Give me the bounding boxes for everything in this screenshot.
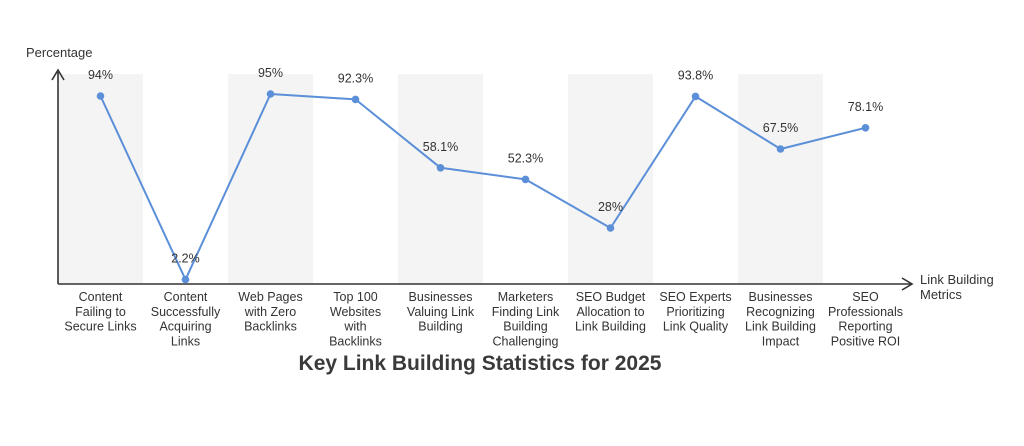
data-point bbox=[266, 90, 275, 98]
data-point bbox=[436, 164, 445, 172]
category-label: Top 100 Websites with Backlinks bbox=[329, 290, 382, 348]
category-label: Content Successfully Acquiring Links bbox=[151, 290, 221, 348]
category-label: Marketers Finding Link Building Challenging bbox=[492, 290, 560, 348]
series-line bbox=[99, 93, 866, 281]
data-label: 78.1% bbox=[848, 100, 883, 114]
data-point bbox=[96, 92, 105, 100]
y-axis-arrow-icon bbox=[51, 68, 65, 81]
category-label: Content Failing to Secure Links bbox=[64, 290, 136, 334]
data-point bbox=[691, 92, 700, 101]
data-point bbox=[521, 175, 530, 184]
x-axis-arrow-icon bbox=[901, 277, 914, 291]
category-bands bbox=[58, 74, 823, 284]
category-label: Businesses Recognizing Link Building Impact bbox=[745, 290, 816, 348]
category-band bbox=[58, 74, 143, 284]
category-label: SEO Experts Prioritizing Link Quality bbox=[659, 290, 731, 334]
x-axis-title: Link Building Metrics bbox=[920, 272, 994, 302]
category-band bbox=[398, 74, 483, 284]
data-label: 93.8% bbox=[678, 68, 713, 82]
category-label: SEO Budget Allocation to Link Building bbox=[575, 290, 646, 334]
category-band bbox=[568, 74, 653, 284]
data-point bbox=[181, 275, 190, 284]
data-label: 95% bbox=[258, 66, 283, 80]
data-label: 52.3% bbox=[508, 151, 543, 165]
data-point bbox=[776, 145, 785, 153]
data-label: 94% bbox=[88, 68, 113, 82]
y-axis-title: Percentage bbox=[26, 45, 93, 60]
data-label: 67.5% bbox=[763, 121, 798, 135]
series-line-group: 94% 2.2% 95% 92.3% 58.1% 52.3% 28% 93.8% 67.5% 78… bbox=[88, 66, 883, 284]
category-label: Businesses Valuing Link Building bbox=[407, 290, 475, 334]
data-label: 2.2% bbox=[171, 252, 200, 266]
category-band bbox=[738, 74, 823, 284]
data-label: 28% bbox=[598, 200, 623, 214]
category-label: SEO Professionals Reporting Positive ROI bbox=[828, 290, 903, 348]
category-label: Web Pages with Zero Backlinks bbox=[238, 290, 302, 334]
axes bbox=[51, 68, 914, 291]
data-point bbox=[351, 95, 360, 104]
chart-title: Key Link Building Statistics for 2025 bbox=[298, 352, 662, 375]
data-label: 58.1% bbox=[423, 140, 458, 154]
data-point bbox=[861, 124, 870, 132]
category-labels: Content Failing to Secure Links Content Succ… bbox=[64, 290, 903, 348]
data-point bbox=[606, 224, 615, 232]
category-band bbox=[228, 74, 313, 284]
data-label: 92.3% bbox=[338, 71, 373, 85]
